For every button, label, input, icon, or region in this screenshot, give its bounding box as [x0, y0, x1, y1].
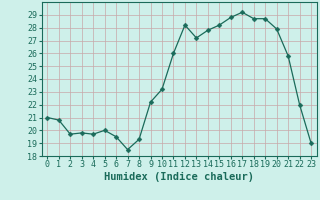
- X-axis label: Humidex (Indice chaleur): Humidex (Indice chaleur): [104, 172, 254, 182]
